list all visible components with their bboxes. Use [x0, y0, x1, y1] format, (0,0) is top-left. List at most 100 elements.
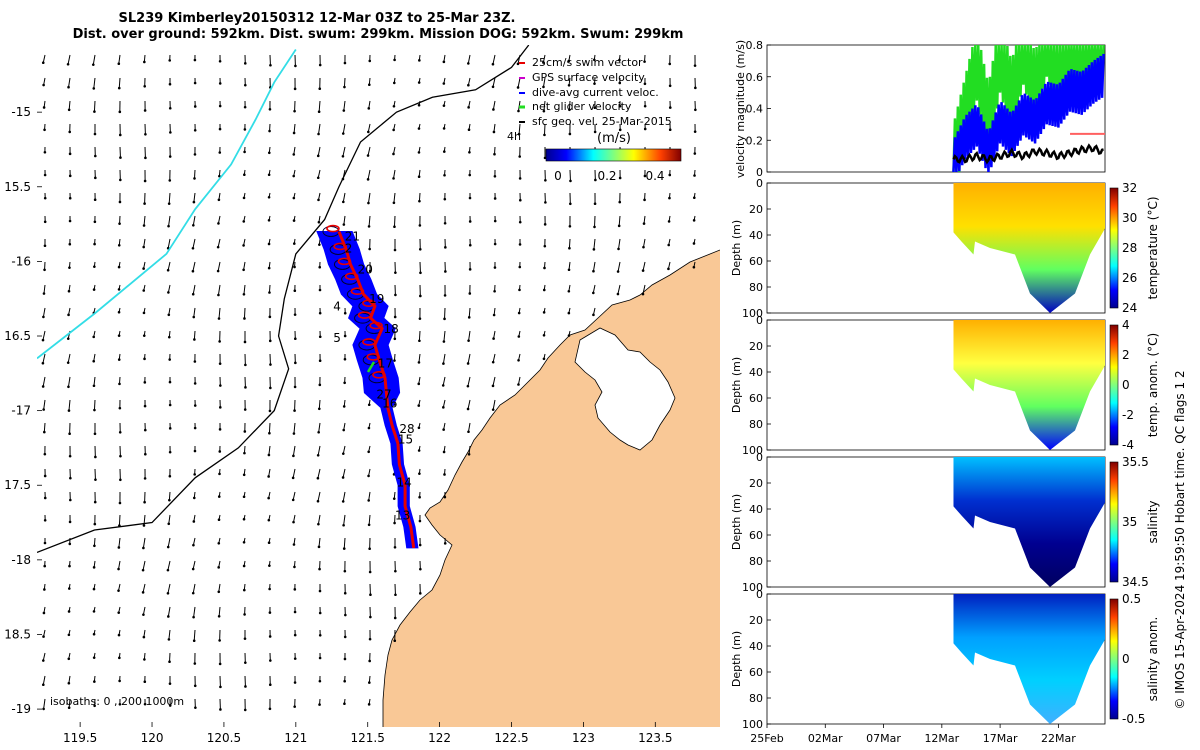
velocity-arrowhead	[418, 339, 421, 343]
velocity-arrowhead	[242, 244, 245, 247]
velocity-arrow	[42, 675, 46, 685]
velocity-arrowhead	[694, 86, 697, 90]
velocity-arrow	[442, 353, 446, 364]
velocity-arrowhead	[292, 219, 296, 222]
velocity-arrowhead	[168, 155, 172, 158]
velocity-arrow	[367, 123, 371, 133]
velocity-arrowhead	[367, 225, 371, 228]
velocity-arrowhead	[293, 265, 296, 269]
velocity-arrowhead	[342, 405, 346, 408]
velocity-arrowhead	[218, 59, 222, 63]
velocity-arrowhead	[693, 130, 697, 133]
velocity-arrowhead	[118, 222, 121, 225]
velocity-arrowhead	[142, 546, 145, 550]
velocity-arrowhead	[616, 292, 620, 296]
velocity-arrowhead	[144, 156, 147, 160]
velocity-arrowhead	[542, 85, 545, 89]
velocity-arrowhead	[417, 449, 421, 452]
velocity-arrowhead	[618, 176, 622, 180]
velocity-arrow	[317, 169, 321, 178]
velocity-arrowhead	[119, 156, 122, 159]
velocity-arrowhead	[467, 62, 470, 65]
map-y-tick-label: 16.5	[4, 329, 31, 343]
velocity-arrow	[293, 123, 296, 134]
velocity-arrowhead	[292, 454, 295, 458]
velocity-arrow	[467, 54, 471, 64]
velocity-arrow	[492, 54, 496, 65]
colorbar-tick-label: -2	[1122, 408, 1134, 422]
velocity-arrowhead	[166, 568, 170, 572]
velocity-arrowhead	[43, 196, 47, 200]
velocity-arrowhead	[368, 83, 371, 86]
velocity-arrowhead	[569, 202, 572, 206]
velocity-line-dive	[952, 53, 1105, 173]
velocity-arrowhead	[418, 199, 421, 203]
velocity-arrowhead	[42, 292, 46, 295]
velocity-arrowhead	[293, 289, 297, 292]
velocity-arrowhead	[193, 128, 197, 132]
velocity-arrowhead	[167, 224, 170, 228]
velocity-arrowhead	[643, 198, 646, 202]
velocity-arrowhead	[343, 85, 346, 89]
velocity-arrow	[42, 307, 46, 318]
velocity-arrowhead	[93, 132, 97, 136]
velocity-arrowhead	[93, 544, 96, 548]
velocity-arrowhead	[267, 242, 271, 246]
velocity-arrowhead	[466, 384, 470, 388]
velocity-arrowhead	[217, 566, 220, 569]
depth-section-fill	[953, 183, 1105, 313]
velocity-arrow	[68, 100, 71, 110]
day-label: 28	[399, 422, 414, 436]
velocity-arrow	[618, 238, 621, 249]
velocity-arrowhead	[218, 406, 222, 409]
velocity-arrowhead	[468, 292, 472, 295]
velocity-arrowhead	[419, 567, 422, 571]
velocity-tick-label: 0.2	[746, 134, 764, 147]
velocity-arrow	[268, 445, 271, 456]
velocity-arrowhead	[243, 637, 247, 640]
velocity-arrowhead	[467, 83, 470, 87]
velocity-arrowhead	[517, 335, 521, 338]
velocity-arrowhead	[368, 637, 372, 641]
colorbar-tick-label: 2	[1122, 348, 1130, 362]
velocity-arrow	[317, 514, 321, 525]
velocity-arrowhead	[441, 384, 445, 387]
velocity-arrowhead	[194, 706, 197, 709]
velocity-arrowhead	[618, 58, 621, 62]
velocity-arrow	[43, 698, 46, 709]
depth-tick-label: 60	[749, 392, 763, 405]
velocity-arrowhead	[491, 408, 495, 411]
map-colorbar	[545, 148, 682, 162]
velocity-arrowhead	[418, 519, 422, 523]
velocity-arrowhead	[267, 518, 271, 522]
map-x-tick-label: 120	[141, 731, 164, 745]
velocity-arrow	[192, 215, 196, 226]
velocity-arrowhead	[543, 133, 546, 137]
velocity-arrow	[192, 238, 196, 249]
velocity-arrowhead	[417, 103, 421, 107]
velocity-arrow	[167, 537, 171, 548]
velocity-arrowhead	[242, 473, 246, 477]
velocity-arrowhead	[242, 495, 246, 499]
velocity-arrowhead	[269, 363, 272, 366]
velocity-arrowhead	[343, 702, 346, 706]
velocity-arrowhead	[43, 173, 47, 177]
velocity-arrowhead	[218, 428, 222, 431]
velocity-arrowhead	[593, 82, 596, 85]
velocity-arrow	[593, 238, 596, 250]
velocity-arrowhead	[267, 266, 271, 270]
velocity-arrow	[168, 192, 171, 204]
velocity-arrow	[142, 560, 146, 571]
velocity-arrowhead	[68, 196, 72, 200]
velocity-arrowhead	[243, 150, 246, 154]
velocity-arrow	[468, 445, 471, 455]
velocity-arrowhead	[144, 452, 147, 456]
velocity-arrowhead	[193, 177, 196, 180]
velocity-arrow	[143, 215, 146, 226]
velocity-arrow	[468, 330, 471, 341]
velocity-arrowhead	[466, 407, 470, 411]
velocity-arrowhead	[193, 81, 197, 85]
velocity-arrowhead	[43, 150, 47, 154]
velocity-arrowhead	[293, 565, 296, 569]
velocity-arrowhead	[318, 63, 322, 67]
